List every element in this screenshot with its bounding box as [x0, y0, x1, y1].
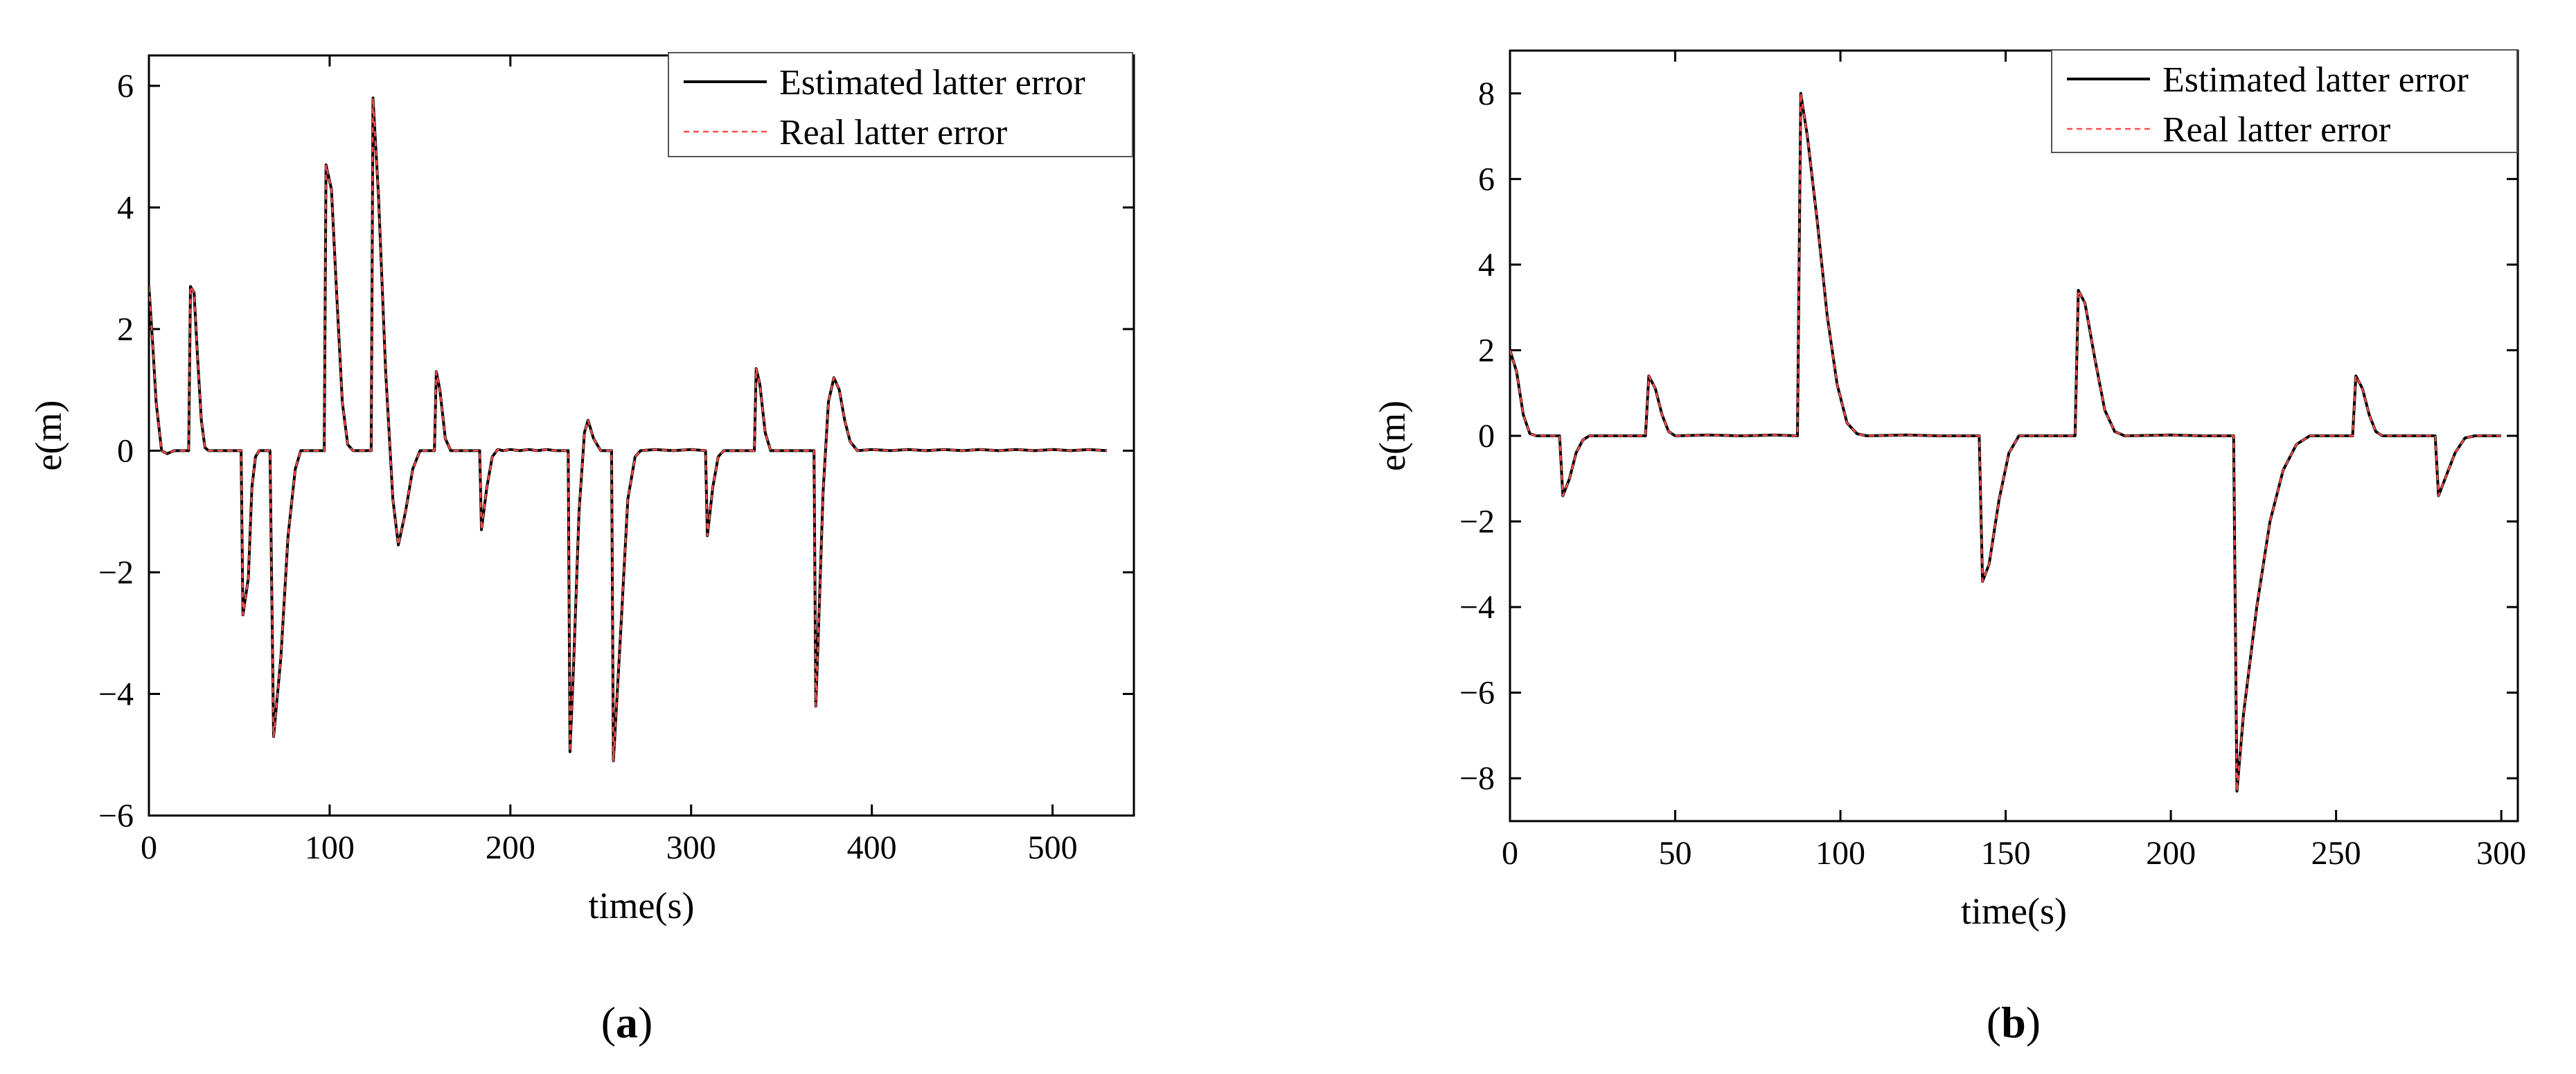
- legend-entry: Real latter error: [2162, 110, 2390, 150]
- x-tick-label: 500: [1028, 829, 1078, 866]
- y-tick-label: 8: [1478, 76, 1495, 112]
- chart-panel-a: 0 100 200 300 400 500 −6 −4 −2 0 2 4 6 time(s) e(m) Est…: [28, 52, 1135, 1047]
- x-tick-label: 0: [141, 829, 157, 866]
- panel-label: (b): [1987, 998, 2041, 1047]
- x-tick-label: 150: [1981, 835, 2031, 872]
- x-tick-label: 300: [666, 829, 716, 866]
- y-tick-label: 6: [1478, 161, 1495, 197]
- x-tick-label: 100: [305, 829, 355, 866]
- x-tick-label: 250: [2311, 835, 2361, 872]
- y-tick-label: −6: [98, 798, 134, 834]
- series-line-real: [1510, 92, 2502, 793]
- plot-frame: [148, 54, 1135, 817]
- legend-entry: Real latter error: [779, 113, 1007, 152]
- x-tick-label: 400: [847, 829, 897, 866]
- y-tick-label: 0: [1478, 418, 1495, 455]
- legend-box: [2051, 49, 2518, 153]
- x-tick-label: 0: [1502, 835, 1518, 872]
- y-tick-label: −4: [98, 676, 134, 712]
- legend-entry: Estimated latter error: [779, 63, 1085, 103]
- x-tick-label: 200: [2146, 835, 2196, 872]
- x-tick-label: 100: [1815, 835, 1865, 872]
- legend-box: [668, 52, 1133, 157]
- y-tick-label: 4: [1478, 247, 1495, 283]
- y-tick-label: −8: [1459, 760, 1495, 797]
- y-tick-label: −2: [1459, 504, 1495, 540]
- series-line-estimated: [149, 96, 1108, 762]
- x-axis-label: time(s): [1961, 890, 2067, 932]
- series-line-estimated: [1510, 91, 2502, 793]
- x-tick-label: 300: [2476, 835, 2526, 872]
- chart-panel-b: 0 50 100 150 200 250 300 −8 −6 −4 −2 0 2 4 6 8 time(s) e(…: [1371, 49, 2526, 1047]
- panel-label: (a): [601, 998, 653, 1047]
- plot-frame: [1509, 49, 2519, 822]
- legend-entry: Estimated latter error: [2162, 60, 2469, 100]
- y-tick-label: −4: [1459, 589, 1495, 626]
- y-tick-label: −6: [1459, 675, 1495, 712]
- y-tick-label: 6: [117, 68, 134, 105]
- x-tick-label: 200: [486, 829, 535, 866]
- y-tick-label: 4: [117, 189, 134, 226]
- x-axis-label: time(s): [589, 885, 695, 926]
- y-tick-label: 0: [117, 432, 134, 469]
- y-axis-label: e(m): [1371, 400, 1413, 471]
- y-tick-label: 2: [1478, 332, 1495, 369]
- y-axis-label: e(m): [28, 400, 69, 471]
- series-line-real: [149, 97, 1107, 762]
- y-tick-label: −2: [98, 554, 134, 591]
- y-tick-label: 2: [117, 311, 134, 348]
- x-tick-label: 50: [1659, 835, 1692, 872]
